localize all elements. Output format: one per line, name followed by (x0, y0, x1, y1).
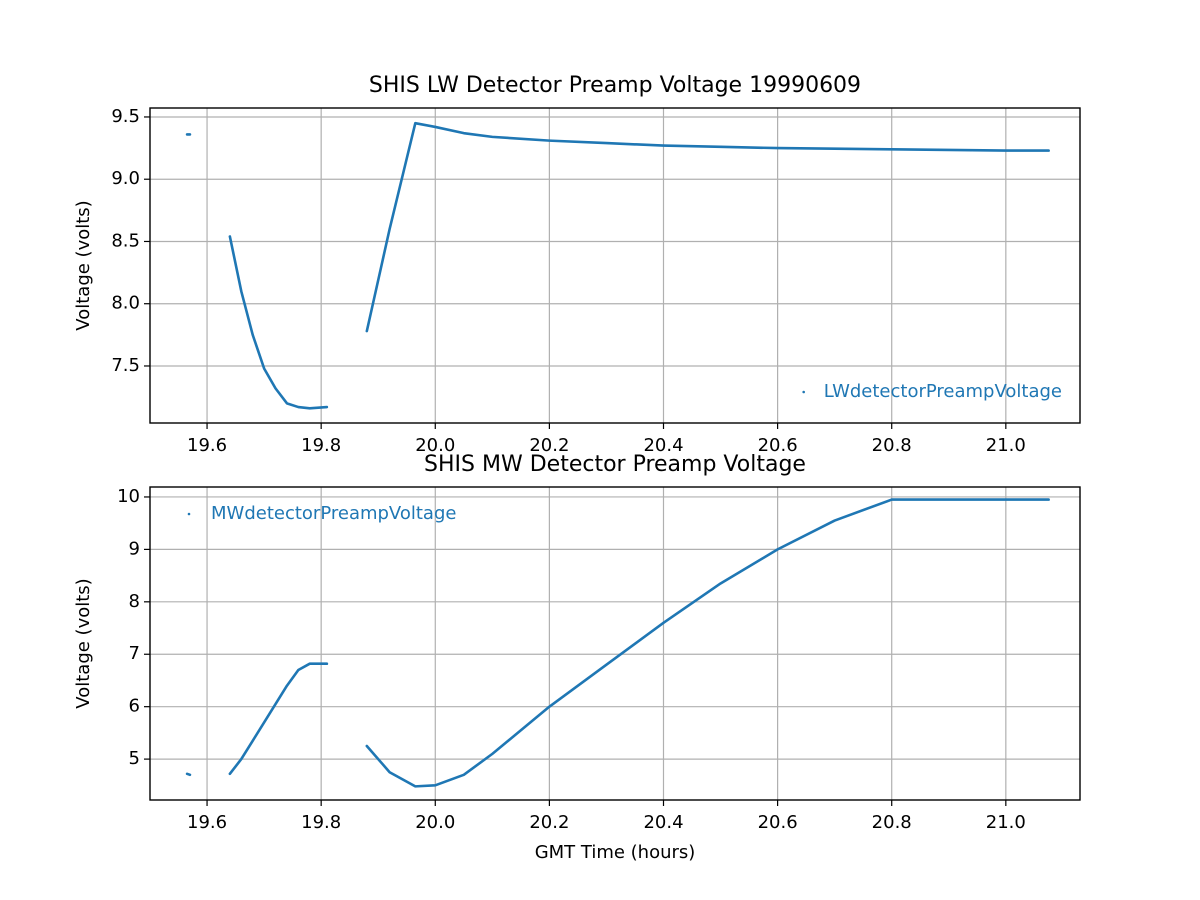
x-tick-label: 20.8 (872, 812, 912, 833)
x-tick-label: 20.4 (643, 435, 683, 456)
y-tick-label: 8.0 (111, 293, 140, 314)
y-tick-label: 9.0 (111, 168, 140, 189)
axes-frame (149, 486, 1081, 801)
data-line (185, 498, 1050, 788)
x-tick-label: 19.6 (187, 435, 227, 456)
chart-title: SHIS MW Detector Preamp Voltage (424, 452, 806, 477)
y-tick-label: 8.5 (111, 230, 140, 251)
x-tick-label: 20.2 (529, 435, 569, 456)
x-axis-label: GMT Time (hours) (535, 842, 696, 863)
axes-frame (149, 107, 1081, 424)
y-tick-label: 6 (129, 696, 140, 717)
plot-area (150, 487, 1080, 800)
plot-area (150, 108, 1080, 423)
x-tick-label: 20.6 (758, 435, 798, 456)
y-axis-label: Voltage (volts) (73, 578, 94, 708)
x-tick-label: 20.4 (643, 812, 683, 833)
x-tick-label: 20.2 (529, 812, 569, 833)
y-tick-label: 10 (117, 486, 140, 507)
x-tick-label: 20.8 (872, 435, 912, 456)
x-tick-label: 19.8 (301, 435, 341, 456)
y-tick-label: 5 (129, 748, 140, 769)
y-tick-label: 7 (129, 643, 140, 664)
x-tick-label: 21.0 (986, 812, 1026, 833)
y-tick-label: 8 (129, 591, 140, 612)
x-tick-label: 20.0 (415, 435, 455, 456)
x-tick-label: 21.0 (986, 435, 1026, 456)
x-tick-label: 20.6 (758, 812, 798, 833)
y-tick-label: 7.5 (111, 355, 140, 376)
y-axis-label: Voltage (volts) (73, 200, 94, 330)
x-tick-label: 20.0 (415, 812, 455, 833)
legend-label: LWdetectorPreampVoltage (824, 381, 1062, 402)
x-tick-label: 19.8 (301, 812, 341, 833)
chart-title: SHIS LW Detector Preamp Voltage 19990609 (369, 73, 861, 98)
x-tick-label: 19.6 (187, 812, 227, 833)
y-tick-label: 9 (129, 538, 140, 559)
legend-marker (187, 512, 191, 516)
legend-label: MWdetectorPreampVoltage (211, 503, 456, 524)
y-tick-label: 9.5 (111, 106, 140, 127)
data-line (185, 121, 1050, 410)
legend-marker (802, 390, 805, 394)
